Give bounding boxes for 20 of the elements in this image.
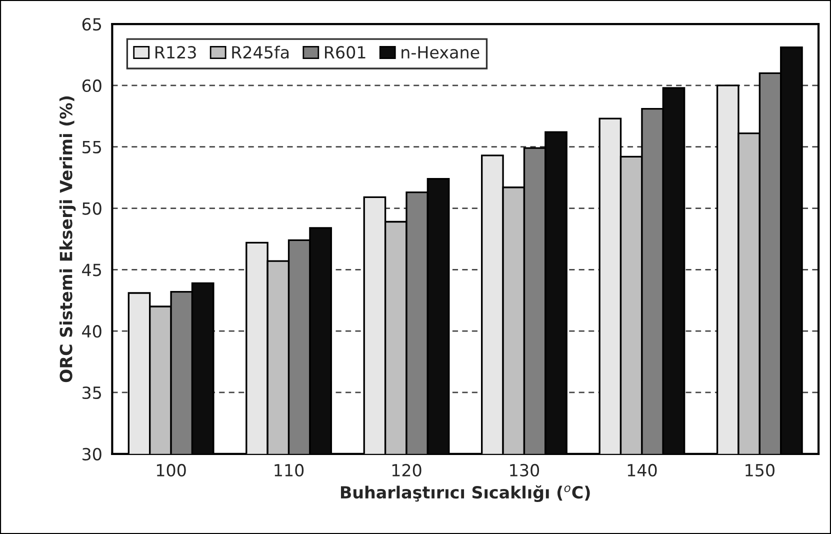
legend-label: R245fa bbox=[232, 46, 289, 59]
legend-label: R123 bbox=[155, 46, 196, 59]
x-tick-label: 120 bbox=[392, 464, 422, 477]
x-axis-title: Buharlaştırıcı Sıcaklığı ($^{o}$C) bbox=[340, 485, 590, 502]
legend-label: n-Hexane bbox=[402, 46, 480, 59]
x-tick-label: 100 bbox=[156, 464, 186, 477]
y-tick-label: 50 bbox=[82, 202, 102, 215]
x-tick-label: 150 bbox=[746, 464, 774, 477]
y-tick-label: 35 bbox=[82, 386, 102, 400]
x-tick-label: 130 bbox=[510, 464, 540, 477]
y-tick-label: 55 bbox=[82, 141, 102, 154]
y-axis-title: ORC Sistemi Ekserji Verimi (%) bbox=[59, 96, 76, 382]
y-tick-label: 45 bbox=[82, 264, 102, 276]
y-tick-label: 65 bbox=[82, 18, 102, 31]
legend-label: R601 bbox=[325, 46, 366, 59]
x-tick-label: 110 bbox=[274, 464, 304, 477]
y-tick-label: 40 bbox=[82, 325, 102, 338]
y-tick-label: 30 bbox=[82, 448, 102, 460]
x-tick-label: 140 bbox=[628, 464, 657, 477]
y-tick-label: 60 bbox=[82, 79, 102, 92]
